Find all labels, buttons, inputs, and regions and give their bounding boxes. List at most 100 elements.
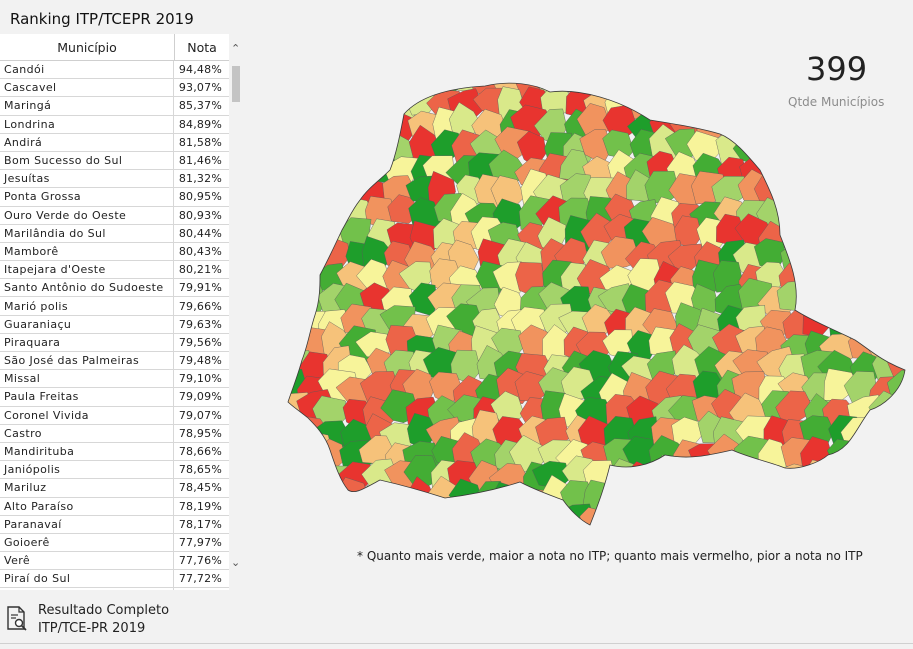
table-row[interactable]: Itapejara d'Oeste 80,21%: [0, 261, 229, 280]
municipality-cell[interactable]: [692, 70, 730, 96]
municipality-cell[interactable]: [491, 481, 524, 520]
municipality-cell[interactable]: [280, 241, 303, 277]
header-nota[interactable]: Nota: [187, 39, 217, 55]
municipality-cell[interactable]: [909, 483, 912, 514]
municipality-cell[interactable]: [497, 529, 529, 530]
municipality-cell[interactable]: [780, 134, 819, 169]
municipality-cell[interactable]: [826, 438, 859, 472]
municipality-cell[interactable]: [757, 134, 792, 170]
municipality-cell[interactable]: [781, 216, 813, 253]
municipality-cell[interactable]: [446, 523, 481, 531]
municipality-cell[interactable]: [823, 261, 857, 297]
municipality-cell[interactable]: [653, 70, 683, 97]
municipality-cell[interactable]: [387, 527, 419, 530]
municipality-cell[interactable]: [357, 500, 397, 531]
municipality-cell[interactable]: [822, 285, 862, 320]
municipality-cell[interactable]: [334, 88, 375, 121]
table-row[interactable]: Paula Freitas 79,09%: [0, 388, 229, 407]
municipality-cell[interactable]: [867, 199, 905, 235]
municipality-cell[interactable]: [890, 483, 912, 515]
municipality-cell[interactable]: [404, 528, 440, 530]
municipality-cell[interactable]: [280, 91, 306, 120]
municipality-cell[interactable]: [872, 241, 907, 276]
municipality-cell[interactable]: [646, 488, 684, 521]
municipality-cell[interactable]: [299, 431, 334, 468]
municipality-cell[interactable]: [873, 210, 907, 245]
municipality-cell[interactable]: [776, 178, 811, 209]
municipality-cell[interactable]: [581, 524, 611, 530]
municipality-cell[interactable]: [301, 527, 329, 531]
municipality-cell[interactable]: [888, 105, 912, 141]
municipality-cell[interactable]: [290, 456, 330, 489]
table-row[interactable]: Marió polis 79,66%: [0, 297, 229, 316]
municipality-cell[interactable]: [829, 527, 865, 530]
municipality-cell[interactable]: [718, 461, 747, 492]
table-row[interactable]: Piraí do Sul 77,72%: [0, 570, 229, 589]
municipality-cell[interactable]: [686, 459, 723, 495]
municipality-cell[interactable]: [316, 70, 358, 95]
municipality-cell[interactable]: [316, 127, 353, 161]
municipality-cell[interactable]: [851, 216, 887, 252]
municipality-cell[interactable]: [752, 463, 789, 496]
municipality-cell[interactable]: [910, 373, 912, 409]
municipality-cell[interactable]: [493, 505, 524, 530]
municipality-cell[interactable]: [280, 480, 311, 515]
municipality-cell[interactable]: [362, 82, 401, 120]
municipality-cell[interactable]: [782, 196, 812, 228]
municipality-cell[interactable]: [280, 285, 303, 319]
municipality-cell[interactable]: [672, 70, 708, 100]
municipality-cell[interactable]: [280, 192, 313, 231]
table-row[interactable]: Jussara77,69%: [0, 588, 229, 590]
municipality-cell[interactable]: [518, 526, 548, 530]
table-row[interactable]: Ouro Verde do Oeste 80,93%: [0, 206, 229, 225]
municipality-cell[interactable]: [451, 504, 491, 530]
municipality-cell[interactable]: [843, 70, 881, 99]
municipality-cell[interactable]: [909, 172, 913, 206]
municipality-cell[interactable]: [751, 70, 791, 100]
municipality-cell[interactable]: [674, 524, 706, 531]
municipality-cell[interactable]: [896, 306, 912, 339]
municipality-cell[interactable]: [339, 110, 377, 147]
municipality-cell[interactable]: [280, 306, 305, 342]
municipality-cell[interactable]: [718, 83, 753, 119]
municipality-cell[interactable]: [866, 112, 904, 150]
municipality-cell[interactable]: [884, 411, 912, 449]
municipality-cell[interactable]: [319, 83, 357, 116]
municipality-cell[interactable]: [838, 242, 876, 276]
municipality-cell[interactable]: [669, 481, 701, 522]
municipality-cell[interactable]: [862, 155, 900, 187]
municipality-cell[interactable]: [850, 286, 886, 321]
municipality-cell[interactable]: [280, 135, 309, 163]
table-row[interactable]: Ponta Grossa 80,95%: [0, 188, 229, 207]
municipality-cell[interactable]: [887, 151, 912, 184]
municipality-cell[interactable]: [358, 129, 396, 166]
municipality-cell[interactable]: [842, 131, 875, 165]
municipality-cell[interactable]: [380, 506, 418, 530]
municipality-cell[interactable]: [910, 153, 912, 185]
municipality-cell[interactable]: [907, 419, 912, 455]
document-search-icon[interactable]: [5, 606, 29, 632]
municipality-cell[interactable]: [472, 525, 513, 530]
municipality-cell[interactable]: [849, 499, 887, 530]
municipality-cell[interactable]: [402, 70, 436, 99]
municipality-cell[interactable]: [781, 521, 813, 530]
table-row[interactable]: Coronel Vivida 79,07%: [0, 406, 229, 425]
municipality-cell[interactable]: [297, 70, 330, 101]
municipality-cell[interactable]: [893, 281, 912, 317]
table-row[interactable]: Andirá 81,58%: [0, 133, 229, 152]
municipality-cell[interactable]: [846, 85, 878, 116]
municipality-cell[interactable]: [280, 70, 307, 100]
municipality-cell[interactable]: [780, 106, 813, 138]
municipality-cell[interactable]: [280, 465, 304, 495]
municipality-cell[interactable]: [822, 173, 855, 215]
municipality-cell[interactable]: [777, 152, 808, 181]
municipality-cell[interactable]: [654, 454, 685, 490]
municipality-cell[interactable]: [848, 480, 883, 513]
municipality-cell[interactable]: [888, 395, 912, 425]
municipality-cell[interactable]: [866, 419, 898, 451]
municipality-cell[interactable]: [884, 128, 912, 159]
table-row[interactable]: Bom Sucesso do Sul 81,46%: [0, 151, 229, 171]
municipality-cell[interactable]: [738, 478, 772, 514]
municipality-cell[interactable]: [869, 70, 903, 90]
footer-link[interactable]: Resultado Completo ITP/TCE-PR 2019: [38, 602, 169, 638]
